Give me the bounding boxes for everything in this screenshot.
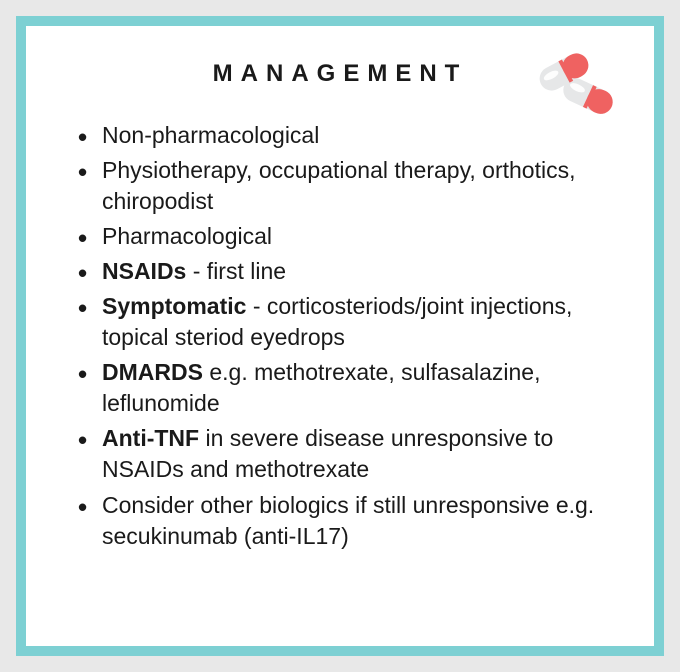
list-item: NSAIDs - first line [74, 256, 614, 287]
list-item-text: - first line [186, 258, 286, 284]
pills-icon [524, 50, 624, 130]
list-item: Anti-TNF in severe disease unresponsive … [74, 423, 614, 485]
list-item: Physiotherapy, occupational therapy, ort… [74, 155, 614, 217]
list-item-text: Pharmacological [102, 223, 272, 249]
management-card: MANAGEMENT Non-pharmacological Physiothe… [16, 16, 664, 656]
list-item: Symptomatic - corticosteriods/joint inje… [74, 291, 614, 353]
list-item-bold: NSAIDs [102, 258, 186, 284]
list-item-text: Non-pharmacological [102, 122, 319, 148]
management-list: Non-pharmacological Physiotherapy, occup… [66, 120, 614, 552]
list-item: DMARDS e.g. methotrexate, sulfasalazine,… [74, 357, 614, 419]
list-item-bold: DMARDS [102, 359, 203, 385]
list-item-text: Consider other biologics if still unresp… [102, 492, 594, 549]
list-item: Non-pharmacological [74, 120, 614, 151]
list-item: Pharmacological [74, 221, 614, 252]
list-item-bold: Anti-TNF [102, 425, 199, 451]
list-item: Consider other biologics if still unresp… [74, 490, 614, 552]
list-item-text: Physiotherapy, occupational therapy, ort… [102, 157, 575, 214]
list-item-bold: Symptomatic [102, 293, 246, 319]
